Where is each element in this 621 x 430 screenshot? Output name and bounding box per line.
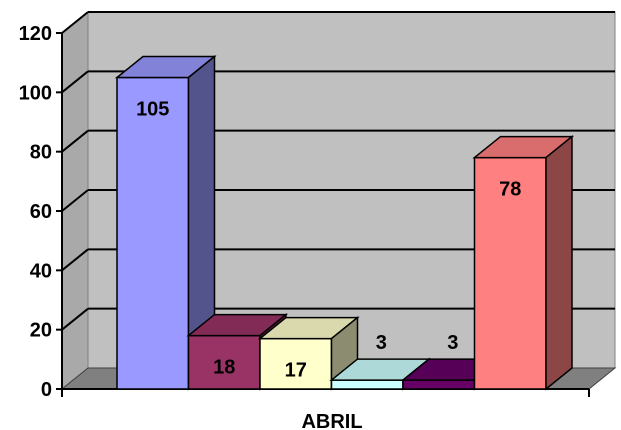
y-tick-label: 0	[41, 379, 52, 401]
gridline-side	[61, 70, 89, 94]
bar-6	[472, 135, 575, 391]
data-labels: 105 18 17 3 3 78	[136, 99, 521, 382]
gridline-side	[61, 307, 89, 331]
bars	[114, 54, 575, 391]
bar-front-face	[116, 76, 190, 390]
gridline-side	[61, 129, 89, 153]
y-tick-label: 120	[19, 23, 52, 45]
y-tick-label: 40	[30, 260, 52, 282]
y-tick-label: 60	[30, 201, 52, 223]
y-tick-label: 20	[30, 320, 52, 342]
bar-front-face	[330, 379, 404, 390]
gridline-side	[61, 11, 89, 34]
data-label: 17	[285, 360, 307, 382]
y-tick-label: 80	[30, 142, 52, 164]
bar-front-face	[259, 337, 333, 390]
x-category-label: ABRIL	[301, 411, 362, 430]
data-label: 18	[213, 357, 235, 379]
data-label: 3	[447, 332, 458, 354]
data-label: 105	[136, 99, 169, 121]
bar-side-face	[545, 135, 573, 391]
y-tick-label: 100	[19, 82, 52, 104]
gridline-side	[61, 248, 89, 272]
bar-front-face	[402, 379, 476, 390]
bar-1	[114, 54, 217, 391]
bar-3	[257, 315, 360, 391]
bar-front-face	[473, 156, 547, 390]
data-label: 78	[499, 179, 521, 201]
gridline-side	[61, 189, 89, 212]
data-label: 3	[376, 332, 387, 354]
